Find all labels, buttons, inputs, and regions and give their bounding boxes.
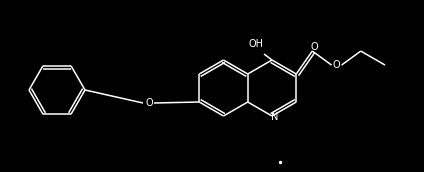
Text: O: O	[333, 60, 340, 70]
Text: N: N	[271, 112, 279, 122]
Text: O: O	[310, 42, 318, 52]
Text: O: O	[145, 98, 153, 108]
Text: OH: OH	[248, 39, 263, 49]
